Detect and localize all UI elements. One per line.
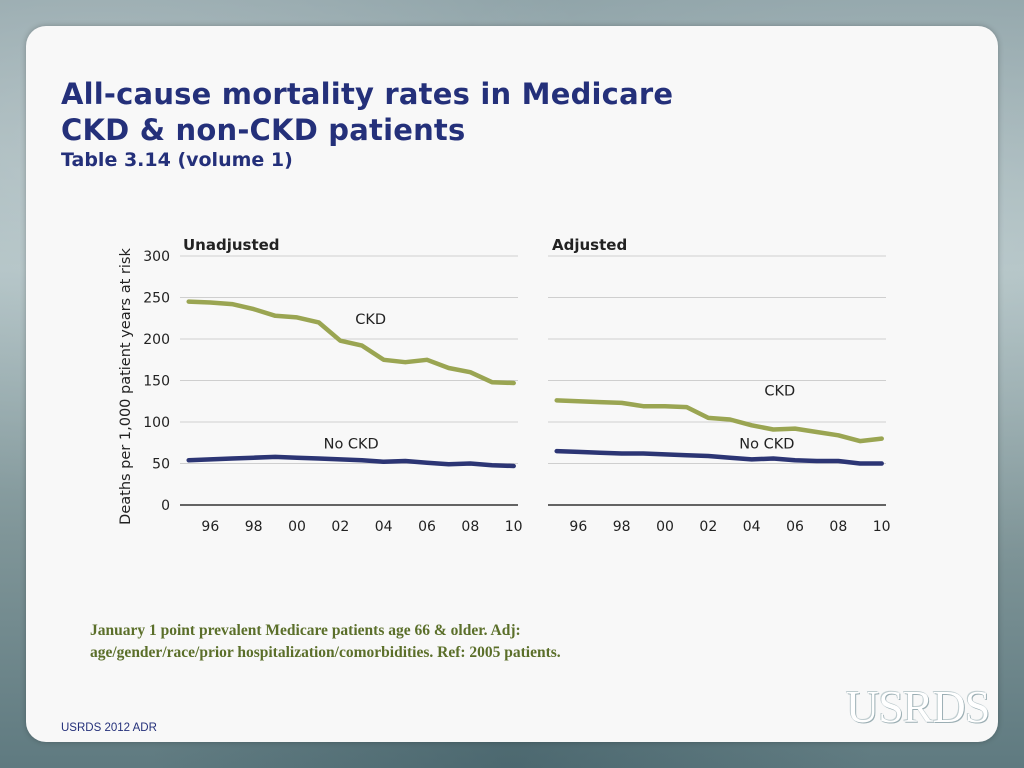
slide-subtitle: Table 3.14 (volume 1): [61, 149, 293, 171]
chart-1-series-no-ckd-line: [186, 454, 516, 469]
chart-2-series-ckd-line: [554, 398, 884, 444]
chart-2-xtick-label: 04: [743, 519, 761, 535]
caption: January 1 point prevalent Medicare patie…: [90, 620, 630, 664]
chart-1-xtick-label: 02: [331, 519, 349, 535]
chart-1-xtick-label: 98: [245, 519, 263, 535]
usrds-logo: USRDS: [846, 681, 990, 732]
chart-1-ytick-label: 200: [143, 332, 170, 348]
chart-1-xtick-label: 10: [505, 519, 523, 535]
slide-title: All-cause mortality rates in Medicare CK…: [61, 76, 673, 148]
chart-1-xtick-label: 08: [461, 519, 479, 535]
title-line-1: All-cause mortality rates in Medicare: [61, 77, 674, 111]
chart-2-series-no-ckd-label: No CKD: [739, 437, 794, 453]
chart-1-ytick-label: 150: [143, 374, 170, 390]
chart-2-xtick-label: 96: [569, 519, 587, 535]
chart-1-series-ckd-label: CKD: [355, 312, 386, 328]
chart-1-series-ckd-line: [186, 299, 516, 386]
chart-1-ytick-label: 0: [161, 498, 170, 514]
chart-2-xtick-label: 08: [829, 519, 847, 535]
chart-1-title: Unadjusted: [183, 236, 280, 254]
chart-1-xtick-label: 00: [288, 519, 306, 535]
chart-2-title: Adjusted: [552, 236, 627, 254]
caption-line-2: age/gender/race/prior hospitalization/co…: [90, 644, 561, 661]
chart-1-ytick-label: 100: [143, 415, 170, 431]
chart-1-xtick-label: 06: [418, 519, 436, 535]
footer-source: USRDS 2012 ADR: [61, 722, 157, 734]
chart-2-xtick-label: 06: [786, 519, 804, 535]
chart-2-xtick-label: 00: [656, 519, 674, 535]
chart-1-ytick-label: 300: [143, 249, 170, 265]
chart-1-series-no-ckd-label: No CKD: [324, 437, 379, 453]
chart-1-xtick-label: 96: [201, 519, 219, 535]
chart-2-series-no-ckd-line: [554, 448, 884, 466]
caption-line-1: January 1 point prevalent Medicare patie…: [90, 622, 521, 639]
chart-1-ylabel: Deaths per 1,000 patient years at risk: [118, 248, 134, 525]
chart-1-ytick-label: 50: [152, 457, 170, 473]
title-line-2: CKD & non-CKD patients: [61, 113, 466, 147]
chart-2-xtick-label: 02: [699, 519, 717, 535]
chart-1-ytick-label: 250: [143, 291, 170, 307]
chart-2-xtick-label: 10: [873, 519, 891, 535]
chart-2-xtick-label: 98: [613, 519, 631, 535]
chart-1-xtick-label: 04: [375, 519, 393, 535]
chart-2-series-ckd-label: CKD: [764, 383, 795, 399]
